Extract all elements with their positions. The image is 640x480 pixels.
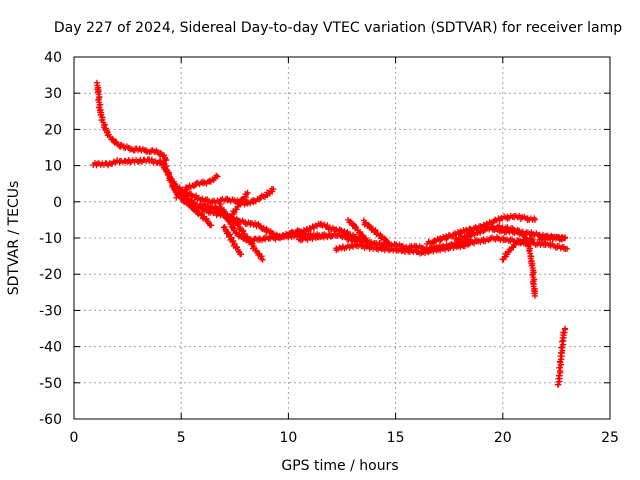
- series-s1: [93, 79, 170, 164]
- data-point: [386, 240, 393, 247]
- y-tick-label: 0: [53, 195, 62, 211]
- x-tick-label: 20: [494, 430, 512, 446]
- data-point: [371, 228, 378, 235]
- data-points: [90, 79, 571, 388]
- data-point: [531, 292, 538, 299]
- data-point: [214, 173, 221, 180]
- data-point: [235, 233, 242, 240]
- data-point: [270, 186, 277, 193]
- data-point: [238, 251, 245, 258]
- series-s16: [424, 212, 538, 247]
- series-s21: [554, 325, 569, 388]
- series-s14: [345, 216, 371, 245]
- data-point: [97, 101, 104, 108]
- grid-lines: [74, 57, 610, 419]
- data-point: [531, 216, 538, 223]
- x-tick-label: 5: [177, 430, 186, 446]
- data-point: [561, 234, 568, 241]
- y-tick-label: 10: [44, 159, 62, 175]
- data-point: [561, 325, 568, 332]
- series-s9: [220, 223, 245, 258]
- series-s15: [360, 217, 393, 247]
- x-tick-label: 10: [279, 430, 297, 446]
- chart-title: Day 227 of 2024, Sidereal Day-to-day VTE…: [54, 20, 622, 36]
- y-tick-label: 20: [44, 122, 62, 138]
- data-point: [244, 189, 251, 196]
- y-tick-label: -40: [39, 340, 62, 356]
- series-s10: [225, 189, 251, 223]
- data-point: [208, 222, 215, 229]
- data-point: [529, 236, 536, 243]
- y-tick-label: -20: [39, 267, 62, 283]
- data-point: [564, 245, 571, 252]
- x-tick-label: 25: [601, 430, 619, 446]
- axis-ticks: 0 5 10 15 20 25 -60 -50 -40 -30 -20 -10 0 10 20 30 40: [39, 50, 619, 446]
- data-point: [364, 238, 371, 245]
- y-tick-label: -10: [39, 231, 62, 247]
- y-axis-label: SDTVAR / TECUs: [6, 181, 22, 296]
- y-tick-label: -30: [39, 303, 62, 319]
- series-s19: [499, 235, 536, 263]
- data-point: [504, 251, 511, 258]
- data-point: [259, 256, 266, 263]
- x-axis-label: GPS time / hours: [281, 458, 398, 474]
- series-s6: [173, 172, 221, 201]
- series-s20: [536, 233, 568, 243]
- y-tick-label: 40: [44, 50, 62, 66]
- x-tick-label: 0: [70, 430, 79, 446]
- series-s2: [90, 156, 168, 169]
- data-point: [163, 157, 170, 164]
- series-s4: [160, 161, 277, 208]
- x-tick-label: 15: [387, 430, 405, 446]
- data-point: [349, 222, 356, 229]
- y-tick-label: 30: [44, 86, 62, 102]
- y-tick-label: -60: [39, 412, 62, 428]
- y-tick-label: -50: [39, 376, 62, 392]
